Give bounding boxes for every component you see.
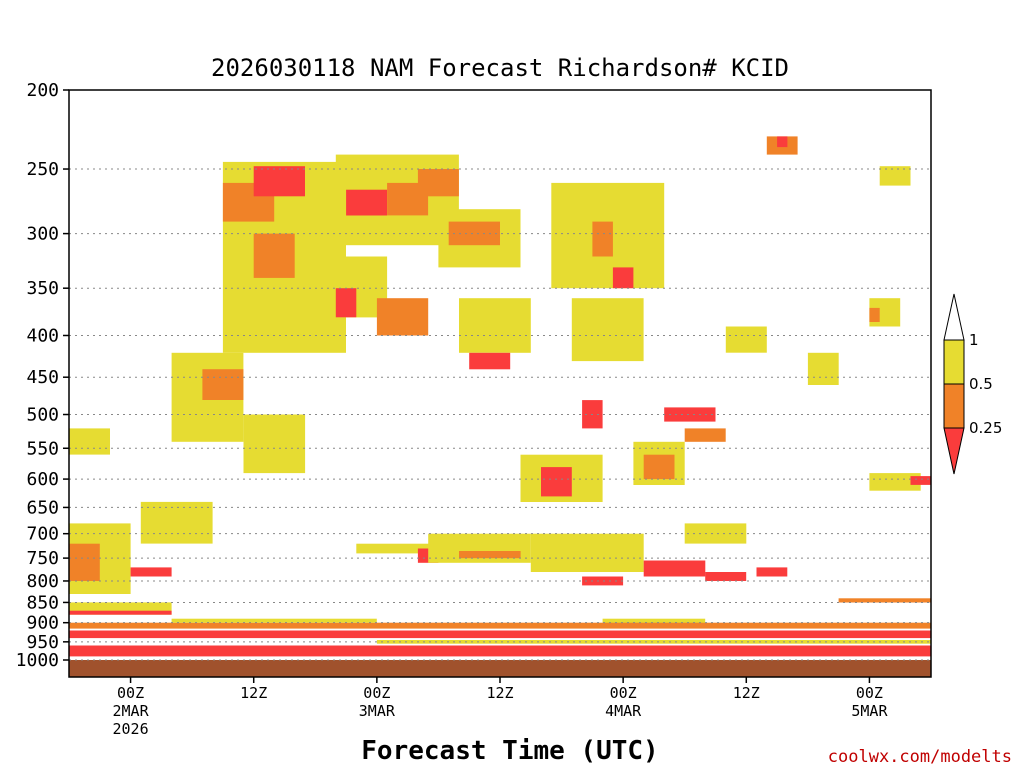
y-tick-label-300: 300	[26, 224, 59, 245]
x-tick-label: 4MAR	[605, 702, 642, 720]
heatmap-cell-high	[69, 428, 110, 455]
legend: 1 0.5 0.25	[943, 293, 1002, 475]
heatmap-cell-low	[664, 407, 716, 422]
heatmap-cell-low	[469, 352, 511, 370]
y-tick-label-850: 850	[26, 592, 59, 613]
heatmap-cell-mid	[684, 428, 726, 442]
heatmap-cell-mid	[592, 221, 613, 257]
heatmap-cell-high	[684, 523, 747, 544]
heatmap-cell-low	[69, 645, 931, 657]
legend-label-0-25: 0.25	[969, 419, 1002, 437]
heatmap-cell-mid	[69, 543, 100, 581]
heatmap-cell-high	[459, 298, 531, 353]
heatmap-cell-high	[807, 352, 839, 385]
heatmap-cell-low	[777, 136, 788, 148]
heatmap-cell-high	[571, 298, 644, 362]
heatmap-cell-high	[171, 618, 377, 623]
heatmap-cell-mid	[459, 551, 521, 559]
heatmap-cell-low	[346, 189, 388, 216]
heatmap-cell-low	[705, 572, 747, 581]
heatmap-cell-low	[612, 267, 634, 289]
heatmap-cell-mid	[202, 369, 244, 400]
y-tick-label-700: 700	[26, 524, 59, 545]
legend-swatch-mid	[943, 383, 965, 429]
x-tick-label: 00Z	[856, 684, 883, 702]
x-tick-label: 3MAR	[359, 702, 396, 720]
y-tick-label-1000: 1000	[16, 650, 59, 671]
x-tick-label: 2026	[113, 720, 149, 738]
x-tick-label: 12Z	[486, 684, 513, 702]
y-tick-label-600: 600	[26, 469, 59, 490]
x-tick-label: 12Z	[240, 684, 267, 702]
y-tick-label-550: 550	[26, 438, 59, 459]
x-tick-label: 5MAR	[851, 702, 888, 720]
heatmap-cell-high	[530, 533, 644, 572]
heatmap-cell-low	[910, 476, 931, 485]
heatmap-cell-high	[243, 414, 306, 474]
heatmap-cell-low	[130, 567, 172, 577]
x-tick-label: 00Z	[117, 684, 144, 702]
heatmap-cell-mid	[69, 622, 931, 629]
y-tick-label-900: 900	[26, 613, 59, 634]
heatmap-cell-mid	[869, 307, 880, 322]
legend-swatch-high	[943, 339, 965, 385]
heatmap-cell-high	[356, 543, 449, 554]
y-tick-label-350: 350	[26, 278, 59, 299]
heatmap-cell-low	[69, 630, 931, 639]
heatmap-cell-high	[428, 533, 531, 563]
y-tick-label-200: 200	[26, 80, 59, 101]
chart-title: 2026030118 NAM Forecast Richardson# KCID	[211, 54, 789, 82]
y-tick-label-500: 500	[26, 405, 59, 426]
heatmap-cell-low	[582, 576, 624, 586]
heatmap-cell-low	[69, 610, 172, 615]
x-tick-label: 2MAR	[113, 702, 150, 720]
y-tick-label-800: 800	[26, 571, 59, 592]
heatmap-cell-mid	[417, 169, 459, 197]
heatmap-cell-high	[376, 640, 931, 644]
heatmap-cell-ground	[69, 660, 931, 677]
x-tick-label: 00Z	[610, 684, 637, 702]
heatmap-cell-low	[541, 467, 572, 497]
heatmap-cell-mid	[838, 598, 931, 603]
heatmap-cell-mid	[376, 298, 429, 336]
heatmap-cells	[69, 136, 931, 677]
x-tick-label: 00Z	[363, 684, 390, 702]
heatmap-cell-low	[756, 567, 788, 577]
legend-label-0-5: 0.5	[969, 375, 993, 393]
heatmap-cell-low	[335, 288, 357, 318]
y-tick-label-250: 250	[26, 159, 59, 180]
legend-label-1: 1	[969, 331, 979, 349]
heatmap-cell-mid	[643, 454, 675, 480]
heatmap-cell-low	[643, 560, 706, 577]
heatmap-cell-high	[725, 326, 767, 353]
heatmap-cell-high	[602, 618, 706, 625]
legend-top-arrow	[943, 293, 965, 341]
heatmap-cell-low	[253, 166, 305, 197]
credit-text[interactable]: coolwx.com/modelts	[828, 747, 1012, 767]
heatmap-cell-high	[140, 501, 213, 544]
heatmap-cell-high	[869, 473, 921, 491]
y-axis-ticks: 200 250 300 350 400 450 500 550 600 650 700 7508008…	[16, 80, 69, 671]
heatmap-cell-high	[879, 166, 911, 186]
y-tick-label-450: 450	[26, 367, 59, 388]
heatmap-cell-mid	[448, 221, 500, 246]
y-tick-label-400: 400	[26, 325, 59, 346]
x-axis-label: Forecast Time (UTC)	[361, 736, 658, 766]
heatmap-cell-mid	[253, 233, 295, 278]
y-tick-label-950: 950	[26, 632, 59, 653]
legend-swatch-low-arrow	[943, 427, 965, 475]
x-tick-label: 12Z	[733, 684, 760, 702]
y-tick-label-750: 750	[26, 548, 59, 569]
y-tick-label-650: 650	[26, 497, 59, 518]
